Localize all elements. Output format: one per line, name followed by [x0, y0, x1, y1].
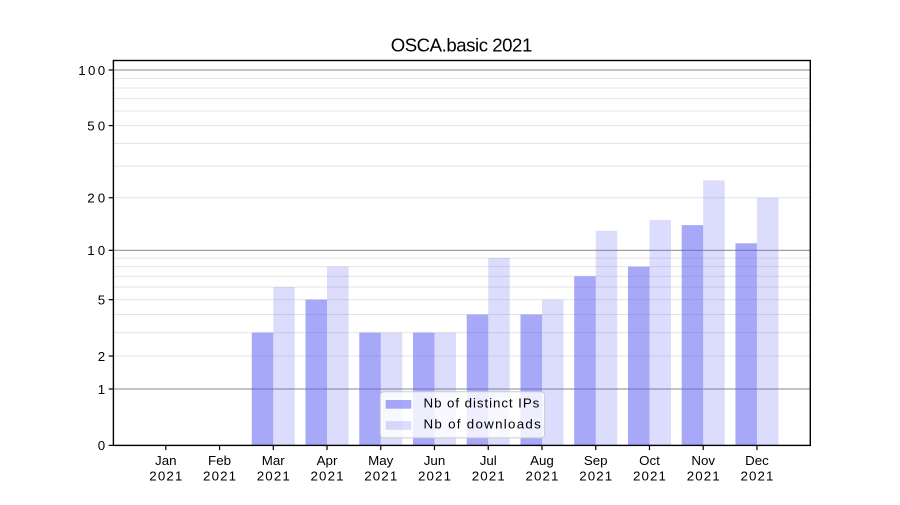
- svg-text:2021: 2021: [418, 469, 451, 484]
- svg-text:Nov: Nov: [691, 453, 715, 468]
- svg-text:Jan: Jan: [155, 453, 177, 468]
- svg-text:1: 1: [98, 382, 105, 397]
- svg-text:2: 2: [98, 349, 105, 364]
- svg-text:2021: 2021: [633, 469, 666, 484]
- svg-text:2021: 2021: [311, 469, 344, 484]
- svg-text:Apr: Apr: [317, 453, 338, 468]
- svg-text:Feb: Feb: [208, 453, 231, 468]
- svg-text:Aug: Aug: [530, 453, 554, 468]
- svg-text:Nb of distinct IPs: Nb of distinct IPs: [424, 396, 540, 411]
- svg-text:2021: 2021: [364, 469, 397, 484]
- svg-text:2021: 2021: [149, 469, 182, 484]
- svg-text:Dec: Dec: [745, 453, 769, 468]
- svg-text:OSCA.basic 2021: OSCA.basic 2021: [391, 35, 533, 56]
- svg-text:2021: 2021: [687, 469, 720, 484]
- svg-text:May: May: [368, 453, 394, 468]
- svg-text:2021: 2021: [257, 469, 290, 484]
- svg-text:Jul: Jul: [480, 453, 497, 468]
- svg-text:2021: 2021: [525, 469, 558, 484]
- svg-text:Mar: Mar: [262, 453, 286, 468]
- svg-text:2021: 2021: [579, 469, 612, 484]
- svg-text:2021: 2021: [203, 469, 236, 484]
- svg-text:0: 0: [98, 438, 105, 453]
- svg-text:2021: 2021: [740, 469, 773, 484]
- svg-text:5: 5: [98, 292, 105, 307]
- svg-text:100: 100: [78, 63, 105, 78]
- svg-text:Sep: Sep: [584, 453, 608, 468]
- svg-text:Jun: Jun: [424, 453, 446, 468]
- svg-text:2021: 2021: [472, 469, 505, 484]
- svg-text:Oct: Oct: [639, 453, 660, 468]
- svg-text:Nb of downloads: Nb of downloads: [424, 417, 542, 432]
